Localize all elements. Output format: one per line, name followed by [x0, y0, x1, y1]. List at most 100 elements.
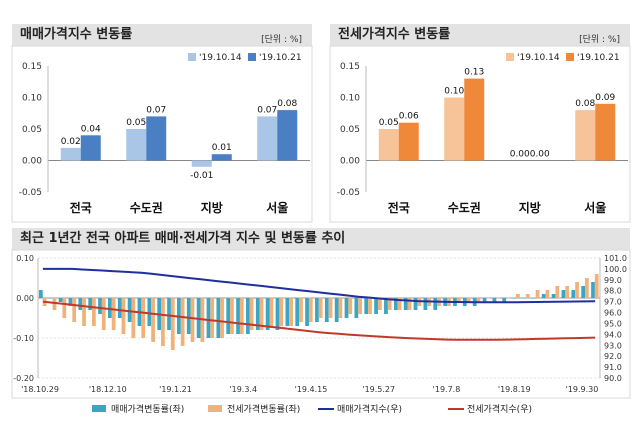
trend-bar-sale	[88, 298, 93, 310]
trend-bar-sale	[522, 298, 526, 299]
trend-bar-sale	[403, 298, 408, 310]
trend-legend-label: 매매가격변동률(좌)	[111, 403, 184, 415]
sale-data-label: 0.02	[61, 137, 81, 147]
jeonse-ytick-label: 0.15	[340, 62, 360, 72]
trend-bar-jeonse	[82, 298, 86, 326]
jeonse-data-label: 0.05	[379, 118, 399, 128]
trend-bar-jeonse	[407, 298, 412, 310]
trend-bar-jeonse	[170, 298, 175, 350]
trend-bar-sale	[167, 298, 171, 330]
trend-bar-sale	[364, 298, 369, 314]
trend-bar-jeonse	[585, 278, 589, 298]
jeonse-bar-prev	[444, 97, 465, 161]
sale-panel-frame	[11, 45, 313, 223]
trend-bar-jeonse	[299, 298, 303, 322]
trend-bar-sale	[127, 298, 132, 322]
trend-bar-sale	[108, 298, 112, 318]
sale-bar-prev	[191, 160, 212, 167]
sale-ytick-label: 0.10	[22, 94, 42, 104]
sale-bar-curr	[277, 110, 298, 161]
trend-bar-jeonse	[328, 298, 333, 318]
trend-bar-jeonse	[259, 298, 264, 330]
trend-bar-sale	[216, 298, 221, 338]
trend-bar-jeonse	[239, 298, 244, 334]
trend-ytick-left: -0.20	[13, 374, 34, 383]
trend-bar-jeonse	[456, 298, 461, 302]
trend-bar-sale	[226, 298, 231, 334]
trend-bar-jeonse	[161, 298, 165, 346]
trend-bar-sale	[571, 290, 576, 298]
sale-unit-label: [단위 : %]	[261, 34, 302, 45]
trend-bar-sale	[433, 298, 438, 310]
trend-bar-jeonse	[506, 298, 510, 299]
jeonse-data-label: 0.09	[595, 93, 615, 103]
jeonse-category-label: 서울	[584, 200, 606, 215]
trend-legend-swatch	[208, 405, 222, 412]
trend-bar-sale	[413, 298, 418, 310]
trend-bar-sale	[531, 298, 536, 299]
trend-bar-sale	[58, 298, 63, 302]
trend-bar-jeonse	[555, 286, 560, 298]
jeonse-panel-frame	[329, 45, 631, 223]
trend-bar-sale	[315, 298, 319, 322]
trend-bar-sale	[502, 298, 507, 302]
trend-bar-jeonse	[338, 298, 343, 318]
trend-ytick-left: 0.10	[16, 254, 34, 263]
trend-ytick-right: 92.0	[604, 352, 622, 361]
trend-ytick-right: 98.0	[604, 287, 622, 296]
trend-bar-jeonse	[535, 290, 540, 298]
trend-x-label: '19.3.4	[229, 385, 257, 394]
trend-bar-sale	[344, 298, 349, 318]
trend-ytick-right: 95.0	[604, 319, 622, 328]
trend-bar-jeonse	[289, 298, 293, 326]
trend-x-label: '19.5.27	[362, 385, 395, 394]
trend-bar-sale	[384, 298, 388, 314]
sale-bar-prev	[126, 129, 147, 161]
trend-bar-sale	[374, 298, 378, 314]
trend-bar-jeonse	[72, 298, 77, 322]
trend-bar-sale	[117, 298, 122, 318]
trend-bar-jeonse	[594, 274, 599, 298]
trend-bar-jeonse	[387, 298, 392, 310]
sale-category-label: 지방	[201, 200, 223, 215]
sale-bar-curr	[211, 154, 232, 161]
trend-x-label: '19.8.19	[498, 385, 531, 394]
jeonse-data-label: 0.00	[530, 150, 550, 160]
sale-bar-prev	[60, 147, 81, 161]
trend-bar-jeonse	[348, 298, 353, 314]
trend-bar-jeonse	[515, 294, 520, 298]
trend-legend-label: 전세가격지수(우)	[467, 403, 532, 415]
trend-bar-sale	[255, 298, 260, 330]
trend-bar-sale	[78, 298, 83, 310]
trend-bar-sale	[591, 282, 595, 298]
jeonse-data-label: 0.13	[464, 68, 484, 78]
sale-data-label: 0.07	[257, 105, 277, 115]
trend-bar-sale	[305, 298, 309, 326]
sale-category-label: 서울	[266, 200, 288, 215]
trend-bar-sale	[186, 298, 191, 334]
jeonse-legend-label-curr: '19.10.21	[577, 53, 620, 63]
trend-bar-sale	[295, 298, 300, 326]
trend-ytick-left: 0.00	[16, 294, 34, 303]
trend-bar-jeonse	[496, 298, 501, 299]
trend-bar-sale	[285, 298, 290, 326]
sale-bar-curr	[146, 116, 167, 161]
jeonse-ytick-label: 0.05	[340, 125, 360, 135]
jeonse-data-label: 0.06	[399, 112, 419, 122]
trend-ytick-right: 96.0	[604, 309, 622, 318]
trend-bar-jeonse	[101, 298, 106, 330]
trend-bar-jeonse	[220, 298, 224, 338]
sale-data-label: -0.01	[190, 171, 213, 181]
jeonse-legend-swatch-curr	[566, 53, 574, 61]
trend-bar-jeonse	[466, 298, 471, 302]
trend-bar-jeonse	[486, 298, 491, 299]
trend-bar-jeonse	[141, 298, 146, 338]
sale-legend-label-prev: '19.10.14	[199, 53, 242, 63]
sale-bar-curr	[80, 135, 101, 161]
sale-data-label: 0.08	[277, 99, 297, 109]
sale-category-label: 수도권	[130, 201, 163, 215]
trend-bar-jeonse	[397, 298, 402, 310]
